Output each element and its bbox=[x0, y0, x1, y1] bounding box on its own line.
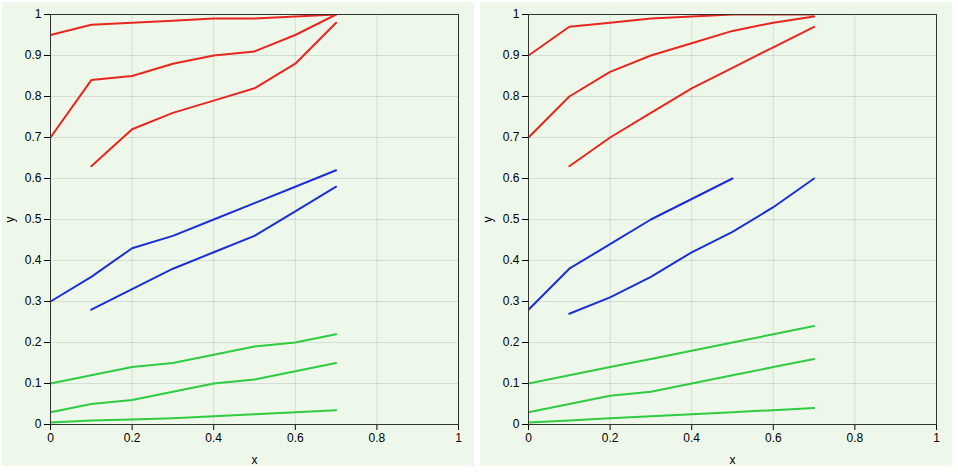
svg-text:y: y bbox=[3, 217, 17, 223]
svg-text:0: 0 bbox=[525, 431, 532, 445]
svg-text:0.3: 0.3 bbox=[503, 294, 520, 308]
svg-text:0: 0 bbox=[513, 417, 520, 431]
svg-text:0.8: 0.8 bbox=[25, 89, 42, 103]
svg-text:0.6: 0.6 bbox=[765, 431, 782, 445]
svg-text:0.4: 0.4 bbox=[683, 431, 700, 445]
svg-text:0: 0 bbox=[47, 431, 54, 445]
svg-text:1: 1 bbox=[513, 7, 520, 21]
svg-text:0.2: 0.2 bbox=[124, 431, 141, 445]
svg-text:0.6: 0.6 bbox=[25, 171, 42, 185]
svg-text:0.1: 0.1 bbox=[503, 376, 520, 390]
svg-text:0.2: 0.2 bbox=[25, 335, 42, 349]
svg-text:0.6: 0.6 bbox=[503, 171, 520, 185]
svg-text:0.7: 0.7 bbox=[25, 130, 42, 144]
svg-text:0.1: 0.1 bbox=[25, 376, 42, 390]
svg-text:1: 1 bbox=[35, 7, 42, 21]
svg-text:0.7: 0.7 bbox=[503, 130, 520, 144]
svg-text:0.8: 0.8 bbox=[503, 89, 520, 103]
svg-text:x: x bbox=[252, 453, 258, 467]
svg-text:0.8: 0.8 bbox=[847, 431, 864, 445]
svg-text:0.9: 0.9 bbox=[25, 48, 42, 62]
svg-text:1: 1 bbox=[455, 431, 462, 445]
svg-text:0.6: 0.6 bbox=[287, 431, 304, 445]
svg-text:1: 1 bbox=[933, 431, 940, 445]
svg-text:0: 0 bbox=[35, 417, 42, 431]
svg-text:0.4: 0.4 bbox=[503, 253, 520, 267]
svg-text:0.2: 0.2 bbox=[503, 335, 520, 349]
svg-text:0.8: 0.8 bbox=[369, 431, 386, 445]
svg-text:0.9: 0.9 bbox=[503, 48, 520, 62]
svg-text:0.2: 0.2 bbox=[602, 431, 619, 445]
svg-text:y: y bbox=[481, 217, 495, 223]
svg-text:0.3: 0.3 bbox=[25, 294, 42, 308]
svg-text:0.5: 0.5 bbox=[503, 212, 520, 226]
svg-text:x: x bbox=[730, 453, 736, 467]
svg-text:0.4: 0.4 bbox=[205, 431, 222, 445]
svg-text:0.4: 0.4 bbox=[25, 253, 42, 267]
svg-text:0.5: 0.5 bbox=[25, 212, 42, 226]
